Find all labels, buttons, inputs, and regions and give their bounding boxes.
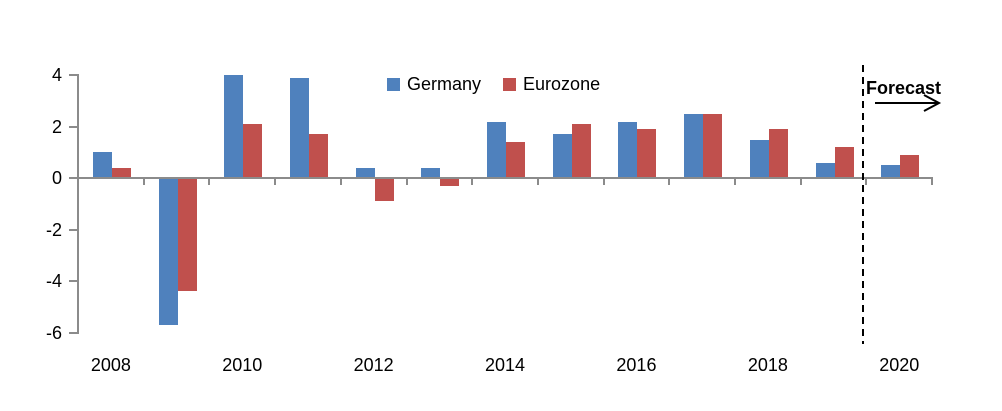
y-axis-line	[76, 74, 79, 334]
x-axis-tick	[799, 179, 802, 186]
bar-germany-2019	[815, 162, 835, 179]
bar-eurozone-2020	[900, 155, 920, 179]
y-axis-tick-label: -2	[45, 219, 62, 240]
bar-germany-2008	[92, 152, 112, 179]
legend-label-eurozone: Eurozone	[523, 73, 601, 94]
legend-swatch-eurozone-icon	[503, 77, 517, 91]
y-axis-tick	[69, 331, 77, 334]
bar-eurozone-2018	[768, 129, 788, 179]
x-axis-tick-label: 2016	[616, 354, 657, 375]
bar-eurozone-2019	[834, 147, 854, 179]
y-axis-tick-label: -4	[45, 271, 62, 292]
x-axis-tick-label: 2014	[485, 354, 526, 375]
y-axis-tick	[69, 125, 77, 128]
y-axis-tick	[69, 280, 77, 283]
legend-label-germany: Germany	[407, 73, 482, 94]
y-axis-tick	[69, 177, 77, 180]
bar-eurozone-2013	[440, 178, 460, 186]
x-axis-tick-label: 2018	[747, 354, 788, 375]
bar-eurozone-2015	[571, 124, 591, 179]
bar-germany-2012	[355, 167, 375, 179]
legend-swatch-germany-icon	[387, 77, 400, 91]
x-axis-tick	[865, 179, 868, 186]
x-axis-tick	[602, 179, 605, 186]
x-axis-tick	[339, 179, 342, 186]
bar-germany-2014	[487, 121, 507, 179]
bar-germany-2011	[289, 77, 309, 179]
forecast-divider-line	[862, 65, 864, 344]
bar-eurozone-2011	[308, 134, 328, 179]
y-axis-tick	[69, 228, 77, 231]
bar-germany-2016	[618, 121, 638, 179]
x-axis-tick	[142, 179, 145, 186]
legend: Germany Eurozone	[387, 73, 600, 95]
bar-germany-2013	[421, 167, 441, 179]
x-axis-tick-label: 2008	[90, 354, 131, 375]
bar-germany-2020	[881, 165, 901, 179]
x-axis-tick	[77, 179, 79, 186]
x-axis-tick	[734, 179, 736, 186]
x-axis-tick-label: 2020	[879, 354, 920, 375]
y-axis-tick-label: 2	[51, 116, 62, 137]
x-axis-tick	[405, 179, 408, 186]
bar-germany-2018	[749, 139, 769, 179]
x-axis-tick	[208, 179, 211, 186]
bar-eurozone-2008	[111, 167, 131, 179]
forecast-right-arrow-icon	[875, 94, 942, 112]
bar-germany-2010	[224, 75, 244, 179]
x-axis-tick	[471, 179, 474, 186]
x-axis-tick	[274, 179, 277, 186]
bar-eurozone-2016	[637, 129, 657, 179]
y-axis-tick-label: 4	[51, 65, 62, 86]
bar-eurozone-2017	[703, 113, 723, 179]
y-axis-tick-label: -6	[45, 322, 62, 343]
bar-germany-2017	[684, 113, 704, 179]
y-axis-tick-label: 0	[51, 168, 62, 189]
bar-germany-2009	[158, 178, 178, 325]
x-axis-tick	[931, 179, 934, 186]
bar-eurozone-2012	[374, 178, 394, 202]
x-axis-tick-label: 2012	[353, 354, 394, 375]
x-axis-tick	[536, 179, 539, 186]
bar-eurozone-2009	[177, 178, 197, 292]
bar-eurozone-2010	[243, 124, 263, 179]
x-axis-tick-label: 2010	[222, 354, 263, 375]
x-axis-tick	[668, 179, 671, 186]
bar-germany-2015	[552, 134, 572, 179]
x-axis-line	[76, 177, 933, 180]
y-axis-tick	[69, 74, 77, 77]
bar-eurozone-2014	[506, 142, 526, 179]
forecast-label: Forecast	[866, 78, 942, 98]
